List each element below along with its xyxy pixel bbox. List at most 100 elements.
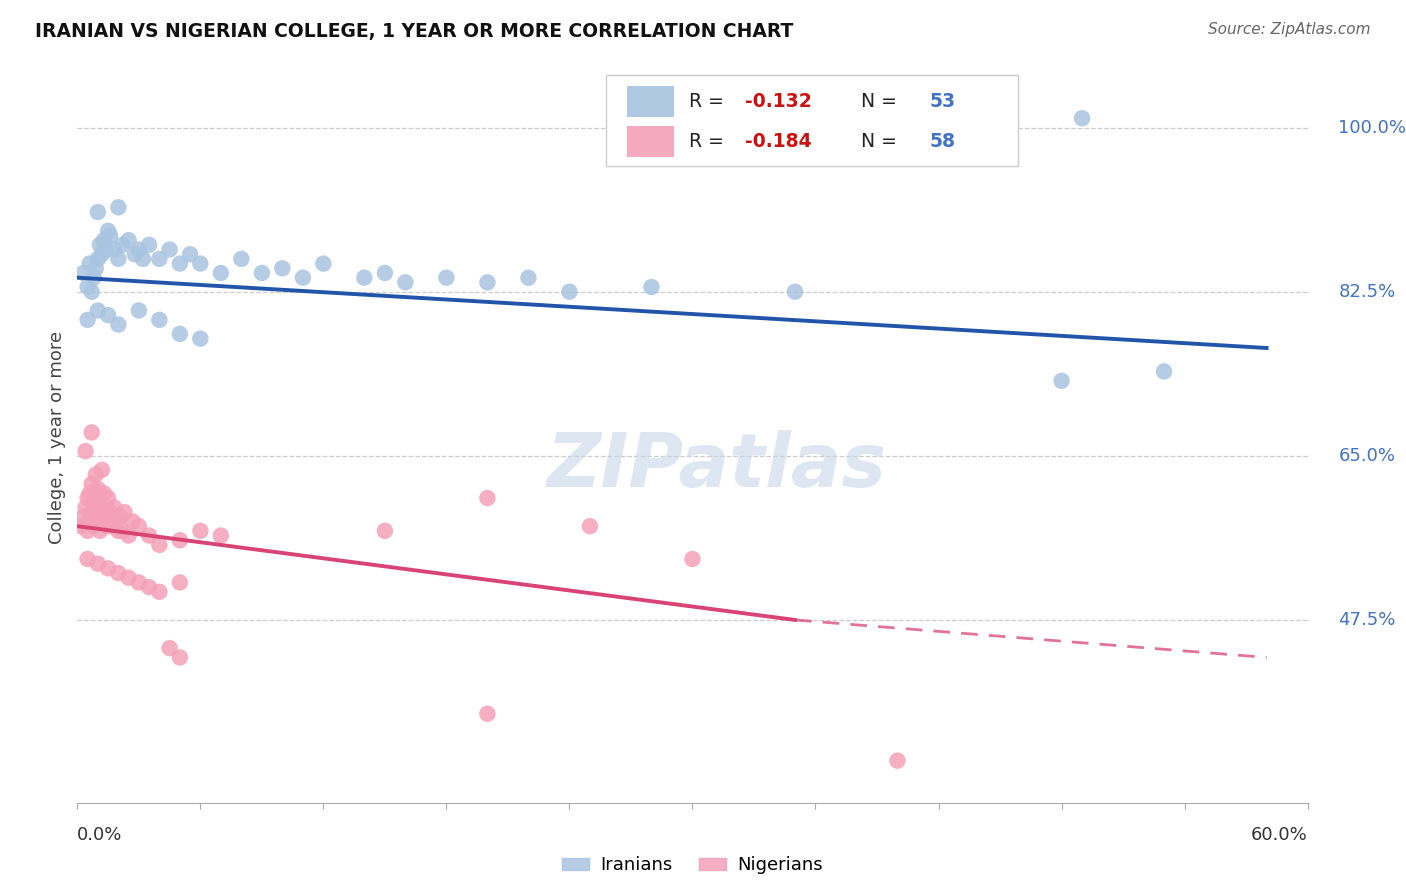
Legend: Iranians, Nigerians: Iranians, Nigerians — [555, 849, 830, 881]
Point — [87, 557, 110, 571]
Point — [312, 257, 335, 271]
Point — [117, 528, 139, 542]
Point — [97, 308, 120, 322]
Point — [83, 491, 105, 505]
Point — [89, 496, 111, 510]
Text: 58: 58 — [929, 132, 956, 152]
Point — [436, 270, 458, 285]
Point — [72, 509, 94, 524]
Text: -0.132: -0.132 — [745, 92, 813, 111]
Text: 82.5%: 82.5% — [1339, 283, 1396, 301]
Point — [80, 505, 103, 519]
Point — [80, 425, 103, 440]
Text: 65.0%: 65.0% — [1339, 447, 1395, 465]
Point — [169, 326, 191, 341]
Point — [188, 524, 212, 538]
Point — [148, 538, 170, 552]
Y-axis label: College, 1 year or more: College, 1 year or more — [48, 331, 66, 543]
Text: 60.0%: 60.0% — [1251, 826, 1308, 844]
Text: ZIPatlas: ZIPatlas — [547, 430, 887, 503]
Point — [90, 500, 114, 515]
Point — [98, 228, 121, 243]
Point — [111, 524, 134, 538]
Point — [76, 552, 98, 566]
Point — [138, 528, 160, 542]
Point — [1153, 364, 1175, 378]
Text: IRANIAN VS NIGERIAN COLLEGE, 1 YEAR OR MORE CORRELATION CHART: IRANIAN VS NIGERIAN COLLEGE, 1 YEAR OR M… — [35, 22, 793, 41]
Point — [110, 509, 132, 524]
Point — [70, 519, 93, 533]
Point — [75, 444, 97, 458]
Bar — [627, 127, 673, 157]
Point — [107, 252, 129, 266]
Point — [79, 515, 101, 529]
Point — [477, 491, 499, 505]
Point — [179, 247, 201, 261]
Point — [101, 519, 124, 533]
Point — [89, 524, 111, 538]
Text: 0.0%: 0.0% — [77, 826, 122, 844]
Point — [107, 318, 129, 332]
Bar — [627, 86, 673, 117]
Point — [188, 257, 212, 271]
Point — [103, 243, 125, 257]
Point — [353, 270, 375, 285]
Point — [477, 706, 499, 721]
Point — [169, 257, 191, 271]
Point — [128, 243, 150, 257]
Point — [128, 519, 150, 533]
Text: 100.0%: 100.0% — [1339, 119, 1406, 136]
Point — [103, 500, 125, 515]
Point — [111, 237, 134, 252]
Point — [231, 252, 253, 266]
Point — [84, 467, 107, 482]
Point — [579, 519, 602, 533]
Point — [76, 313, 98, 327]
Point — [1071, 112, 1094, 126]
Point — [93, 486, 115, 500]
Point — [188, 332, 212, 346]
Point — [79, 486, 101, 500]
Point — [97, 491, 120, 505]
Point — [87, 205, 110, 219]
Point — [128, 575, 150, 590]
Point — [87, 252, 110, 266]
Point — [87, 515, 110, 529]
Text: N =: N = — [849, 92, 903, 111]
Point — [76, 491, 98, 505]
Point — [76, 280, 98, 294]
Point — [94, 243, 117, 257]
Point — [83, 270, 105, 285]
Point — [80, 285, 103, 299]
Point — [80, 477, 103, 491]
Point — [271, 261, 294, 276]
Text: -0.184: -0.184 — [745, 132, 813, 152]
Point — [87, 482, 110, 496]
Point — [783, 285, 806, 299]
Point — [209, 528, 232, 542]
Text: R =: R = — [689, 132, 730, 152]
Point — [124, 247, 146, 261]
Point — [148, 252, 170, 266]
Point — [94, 505, 117, 519]
Point — [558, 285, 581, 299]
Point — [97, 224, 120, 238]
Point — [98, 505, 121, 519]
Point — [138, 580, 160, 594]
Point — [89, 237, 111, 252]
Point — [291, 270, 314, 285]
Point — [640, 280, 662, 294]
Point — [121, 515, 143, 529]
Point — [132, 252, 155, 266]
Point — [84, 505, 107, 519]
Point — [128, 303, 150, 318]
Point — [84, 261, 107, 276]
Point — [250, 266, 273, 280]
Point — [159, 641, 181, 656]
Point — [374, 524, 396, 538]
Point — [169, 575, 191, 590]
Point — [90, 247, 114, 261]
Point — [148, 584, 170, 599]
Text: R =: R = — [689, 92, 730, 111]
Point — [76, 524, 98, 538]
